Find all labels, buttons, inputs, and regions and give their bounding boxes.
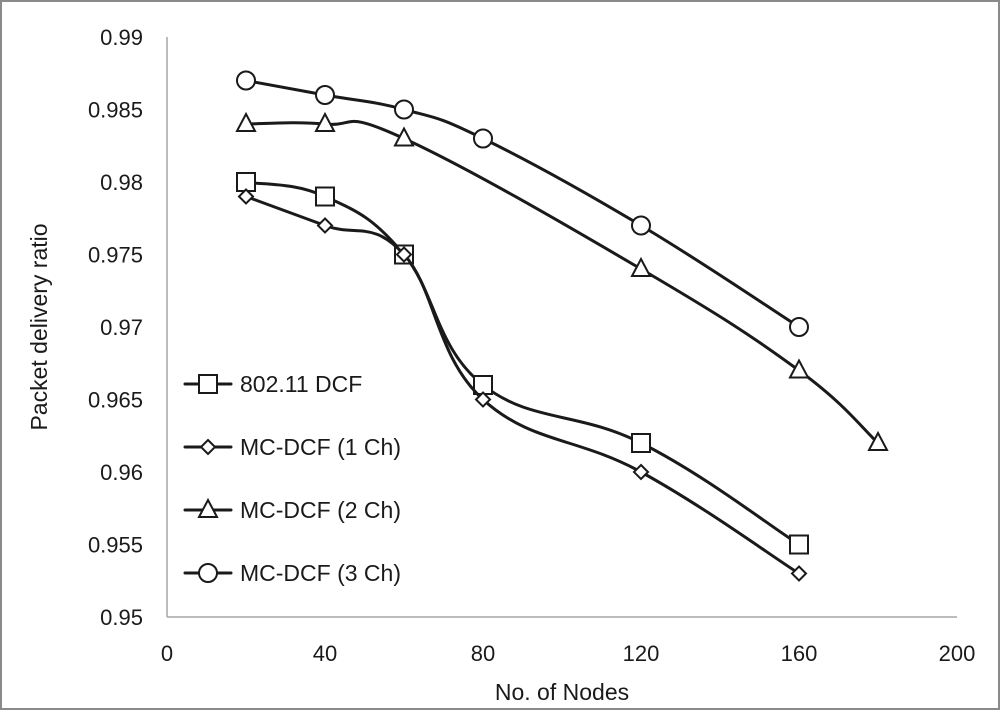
legend-marker-circle xyxy=(198,563,218,583)
data-point-square xyxy=(631,433,651,453)
data-point-triangle xyxy=(314,111,336,132)
series-line xyxy=(244,180,801,546)
legend-entry: MC-DCF (3 Ch) xyxy=(183,560,401,586)
data-point-square xyxy=(315,186,335,207)
legend-entry: MC-DCF (2 Ch) xyxy=(183,497,401,523)
data-point-diamond xyxy=(790,565,808,582)
tick-labels: 0 40 80 120 160 200 0.95 0.955 0.96 0.965 0.97 0.97… xyxy=(88,25,975,666)
legend-label: 802.11 DCF xyxy=(240,371,362,397)
data-point-diamond xyxy=(237,188,255,205)
data-point-circle xyxy=(789,317,809,337)
data-point-circle xyxy=(236,70,256,91)
y-tick-label: 0.95 xyxy=(100,605,143,630)
series-square xyxy=(236,172,809,555)
data-point-diamond xyxy=(395,246,413,263)
y-tick-label: 0.97 xyxy=(100,315,143,340)
y-tick-label: 0.965 xyxy=(88,388,143,413)
data-point-diamond xyxy=(316,217,334,234)
data-point-triangle xyxy=(393,126,415,147)
legend-label: MC-DCF (1 Ch) xyxy=(240,434,401,460)
y-tick-label: 0.98 xyxy=(100,170,143,195)
y-tick-label: 0.955 xyxy=(88,533,143,558)
series-circle xyxy=(236,70,809,337)
y-tick-label: 0.96 xyxy=(100,460,143,485)
series-diamond xyxy=(237,188,808,582)
data-point-triangle xyxy=(867,430,889,451)
y-axis-title: Packet delivery ratio xyxy=(26,223,52,430)
data-point-circle xyxy=(394,99,414,120)
series xyxy=(235,70,889,582)
x-tick-label: 40 xyxy=(313,641,337,666)
legend-marker-triangle xyxy=(197,497,219,518)
data-point-circle xyxy=(315,85,335,105)
x-tick-label: 120 xyxy=(623,641,660,666)
data-point-triangle xyxy=(235,111,257,132)
y-tick-label: 0.975 xyxy=(88,243,143,268)
legend-label: MC-DCF (3 Ch) xyxy=(240,560,401,586)
data-point-diamond xyxy=(474,391,492,408)
data-point-triangle xyxy=(788,358,810,379)
data-point-triangle xyxy=(630,256,652,277)
x-tick-label: 200 xyxy=(939,641,976,666)
legend: 802.11 DCF MC-DCF (1 Ch) MC-DCF (2 Ch) MC-D… xyxy=(183,371,401,586)
legend-entry: MC-DCF (1 Ch) xyxy=(183,434,401,460)
data-point-square xyxy=(789,534,809,555)
x-tick-label: 160 xyxy=(781,641,818,666)
data-point-diamond xyxy=(632,463,650,481)
data-point-circle xyxy=(631,215,651,236)
legend-marker-diamond xyxy=(199,438,217,456)
axes xyxy=(166,37,957,618)
x-tick-label: 0 xyxy=(161,641,173,666)
x-axis-title: No. of Nodes xyxy=(495,679,629,705)
y-tick-label: 0.985 xyxy=(88,98,143,123)
legend-marker-square xyxy=(198,374,218,394)
legend-entry: 802.11 DCF xyxy=(183,371,362,397)
data-point-circle xyxy=(473,128,493,149)
y-tick-label: 0.99 xyxy=(100,25,143,50)
x-tick-label: 80 xyxy=(471,641,495,666)
legend-label: MC-DCF (2 Ch) xyxy=(240,497,401,523)
series-triangle xyxy=(235,111,889,451)
